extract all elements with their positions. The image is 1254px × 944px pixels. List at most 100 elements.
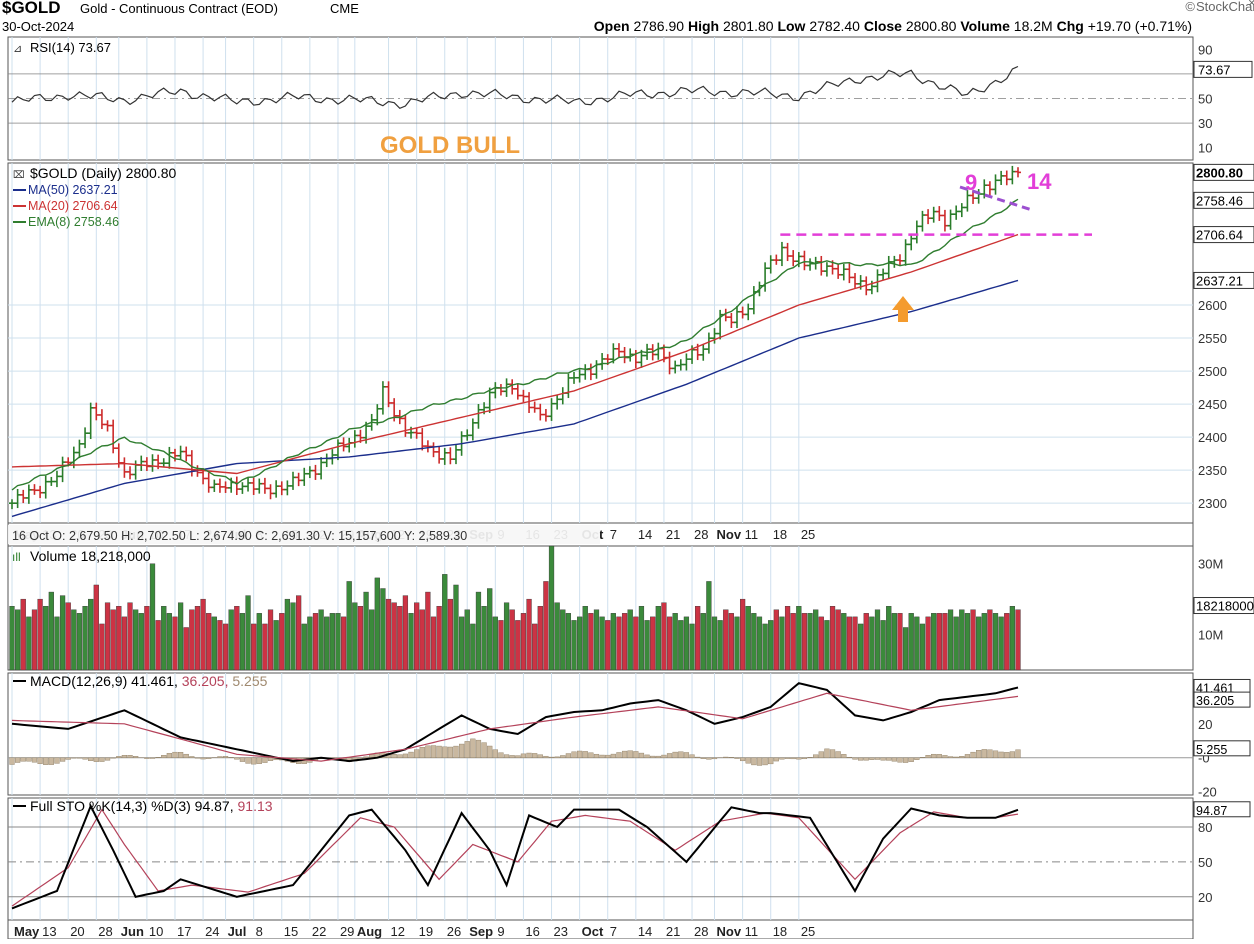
macd-histogram-bar xyxy=(448,747,453,758)
macd-histogram-bar xyxy=(999,752,1004,758)
volume-title: Volume 18,218,000 xyxy=(30,548,151,564)
hover-readout: 16 Oct O: 2,679.50 H: 2,702.50 L: 2,674.… xyxy=(12,529,467,543)
volume-bar xyxy=(189,610,194,670)
volume-bar xyxy=(611,613,616,670)
ohlc-value: 2782.40 xyxy=(809,18,860,34)
volume-bar xyxy=(459,617,464,670)
volume-bar xyxy=(723,610,728,670)
macd-histogram-bar xyxy=(864,758,869,761)
macd-histogram-bar xyxy=(572,752,577,758)
volume-bar xyxy=(718,620,723,670)
volume-bar xyxy=(386,599,391,670)
gold-bull-annotation: GOLD BULL xyxy=(380,132,520,159)
ohlc-label: High xyxy=(684,18,723,34)
x-tick-label: Nov xyxy=(717,527,742,542)
macd-histogram-bar xyxy=(971,752,976,758)
volume-bar xyxy=(881,620,886,670)
volume-bar xyxy=(167,613,172,670)
volume-bar xyxy=(813,610,818,670)
sto-panel-frame xyxy=(8,798,1193,920)
volume-bar xyxy=(100,624,105,670)
volume-bar xyxy=(156,620,161,670)
x-tick-label: 11 xyxy=(745,924,759,939)
volume-bar xyxy=(712,617,717,670)
macd-histogram-bar xyxy=(662,755,667,758)
volume-bar xyxy=(768,620,773,670)
volume-bar xyxy=(780,617,785,670)
volume-bar xyxy=(673,613,678,670)
ohlc-value: 2800.80 xyxy=(906,18,957,34)
macd-histogram-bar xyxy=(83,758,88,760)
dismiss-icon[interactable]: × xyxy=(1248,0,1254,10)
macd-histogram-bar xyxy=(251,758,256,764)
macd-histogram-bar xyxy=(521,754,526,758)
ohlc-value: +19.70 (+0.71%) xyxy=(1088,18,1192,34)
macd-histogram-bar xyxy=(982,749,987,757)
volume-bar xyxy=(785,606,790,670)
volume-bar xyxy=(577,617,582,670)
macd-histogram-bar xyxy=(622,751,627,758)
ohlc-value: 18.2M xyxy=(1014,18,1053,34)
macd-histogram-bar xyxy=(240,758,245,762)
volume-bar xyxy=(381,589,386,670)
volume-bar xyxy=(364,592,369,670)
volume-bar xyxy=(38,599,43,670)
rsi-tick: 10 xyxy=(1198,141,1212,156)
macd-histogram-bar xyxy=(538,755,543,758)
price-title: $GOLD (Daily) 2800.80 xyxy=(30,165,177,181)
macd-histogram-bar xyxy=(684,752,689,757)
macd-histogram-bar xyxy=(881,758,886,761)
macd-tick: -20 xyxy=(1198,785,1217,800)
volume-bar xyxy=(15,610,20,670)
volume-bar xyxy=(628,610,633,670)
x-tick-label: 21 xyxy=(666,527,680,542)
macd-tag: 36.205 xyxy=(1194,692,1250,708)
x-tick-label: 7 xyxy=(610,527,617,542)
macd-histogram-bar xyxy=(931,754,936,758)
volume-bar xyxy=(77,613,82,670)
volume-bar xyxy=(858,624,863,670)
x-tick-label: 21 xyxy=(666,924,680,939)
volume-bar xyxy=(763,624,768,670)
macd-histogram-bar xyxy=(690,755,695,758)
macd-histogram-bar xyxy=(735,758,740,759)
x-tick-label: 25 xyxy=(801,527,815,542)
ohlc-label: Volume xyxy=(956,18,1013,34)
svg-text:94.87: 94.87 xyxy=(1196,804,1227,818)
macd-histogram-bar xyxy=(532,753,537,757)
volume-bar xyxy=(740,599,745,670)
legend-entry: EMA(8) 2758.46 xyxy=(28,215,119,229)
volume-bar xyxy=(262,624,267,670)
volume-bar xyxy=(150,564,155,670)
volume-bar xyxy=(560,610,565,670)
volume-bar xyxy=(808,613,813,670)
volume-bar xyxy=(662,603,667,670)
volume-bar xyxy=(572,620,577,670)
macd-histogram-bar xyxy=(678,752,683,758)
volume-bar xyxy=(442,574,447,670)
macd-histogram-bar xyxy=(987,750,992,758)
price-tick: 2350 xyxy=(1198,463,1227,478)
volume-bar xyxy=(948,610,953,670)
volume-bar xyxy=(105,603,110,670)
volume-bar xyxy=(594,610,599,670)
volume-bar xyxy=(965,613,970,670)
macd-histogram-bar xyxy=(673,752,678,758)
svg-text:2637.21: 2637.21 xyxy=(1196,273,1243,288)
volume-bar xyxy=(841,613,846,670)
price-tag: 2637.21 xyxy=(1194,272,1254,288)
volume-bar xyxy=(409,613,414,670)
volume-bar xyxy=(178,603,183,670)
macd-histogram-bar xyxy=(43,758,48,765)
volume-bar xyxy=(1010,606,1015,670)
volume-bar xyxy=(94,585,99,670)
macd-histogram-bar xyxy=(60,758,65,762)
price-tag: 2758.46 xyxy=(1194,192,1254,208)
x-tick-label: Oct xyxy=(582,924,604,939)
macd-histogram-bar xyxy=(577,751,582,758)
svg-text:2758.46: 2758.46 xyxy=(1196,193,1243,208)
volume-bar xyxy=(538,606,543,670)
volume-bar xyxy=(493,617,498,670)
volume-bar xyxy=(66,603,71,670)
macd-histogram-bar xyxy=(257,758,262,764)
